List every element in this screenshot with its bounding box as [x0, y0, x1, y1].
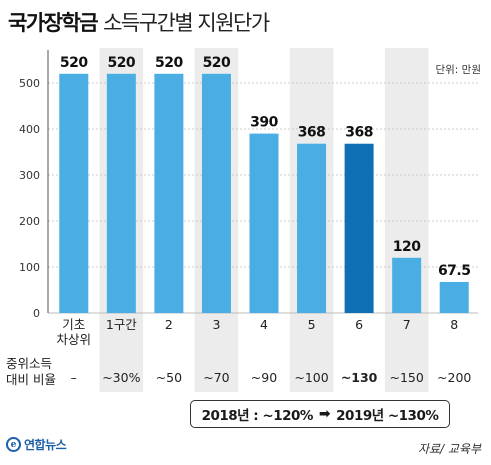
right-arrow-icon: ➡ — [318, 406, 331, 422]
x-tick-label: 6 — [355, 317, 363, 332]
ratio-label: ~130 — [341, 370, 378, 385]
source-label: 자료/ 교육부 — [417, 442, 481, 456]
bar — [297, 143, 327, 313]
logo-text: 연합뉴스 — [24, 438, 67, 452]
ratio-label: ~30% — [102, 370, 140, 385]
threshold-note: 2018년 : ~120% ➡ 2019년 ~130% — [190, 400, 450, 428]
ratio-label: ~90 — [251, 370, 277, 385]
unit-label: 단위: 만원 — [435, 64, 481, 76]
bar — [106, 73, 136, 313]
chart-title: 국가장학금 소득구간별 지원단가 — [8, 7, 270, 37]
bar — [154, 73, 184, 313]
y-tick-label: 200 — [19, 215, 40, 228]
y-tick-label: 100 — [19, 261, 40, 274]
bar — [344, 143, 374, 313]
value-label: 390 — [250, 115, 278, 131]
value-label: 120 — [393, 239, 421, 255]
ratio-label: ~50 — [156, 370, 182, 385]
value-label: 520 — [203, 55, 231, 71]
x-tick-label: 3 — [212, 317, 220, 332]
x-tick-label: 2 — [165, 317, 173, 332]
y-tick-label: 300 — [19, 169, 40, 182]
x-tick-label: 7 — [403, 317, 411, 332]
y-tick-label: 0 — [33, 307, 40, 320]
ratio-label: ~100 — [294, 370, 328, 385]
x-tick-label: 1구간 — [106, 317, 137, 332]
ratio-row-label: 중위소득 대비 비율 — [6, 356, 56, 388]
bar — [249, 133, 279, 313]
ratio-row-label-line2: 대비 비율 — [6, 372, 56, 387]
bar — [201, 73, 231, 313]
note-from: 2018년 : ~120% — [201, 408, 314, 424]
ratio-label: ~200 — [437, 370, 471, 385]
value-label: 520 — [155, 55, 183, 71]
x-tick-label: 기초 — [62, 317, 85, 332]
value-label: 520 — [60, 55, 88, 71]
bar — [392, 257, 422, 313]
x-tick-label: 5 — [308, 317, 316, 332]
x-tick-label: 4 — [260, 317, 268, 332]
x-tick-label: 차상위 — [57, 332, 92, 347]
y-tick-label: 400 — [19, 123, 40, 136]
bar — [59, 73, 89, 313]
yonhap-mark-icon: e — [6, 437, 21, 452]
ratio-label: ~150 — [389, 370, 423, 385]
ratio-label: ~70 — [203, 370, 229, 385]
value-label: 67.5 — [438, 263, 471, 279]
title-sub: 소득구간별 지원단가 — [103, 11, 270, 35]
yonhap-logo: e 연합뉴스 — [6, 436, 67, 453]
column-band — [384, 48, 429, 392]
bar — [439, 281, 469, 313]
y-tick-label: 500 — [19, 77, 40, 90]
x-tick-label: 8 — [450, 317, 458, 332]
note-to: 2019년 ~130% — [336, 408, 439, 424]
value-label: 520 — [107, 55, 135, 71]
title-main: 국가장학금 — [8, 11, 99, 35]
value-label: 368 — [345, 125, 373, 141]
ratio-row-label-line1: 중위소득 — [6, 356, 53, 371]
ratio-label: – — [71, 370, 77, 385]
value-label: 368 — [298, 125, 326, 141]
